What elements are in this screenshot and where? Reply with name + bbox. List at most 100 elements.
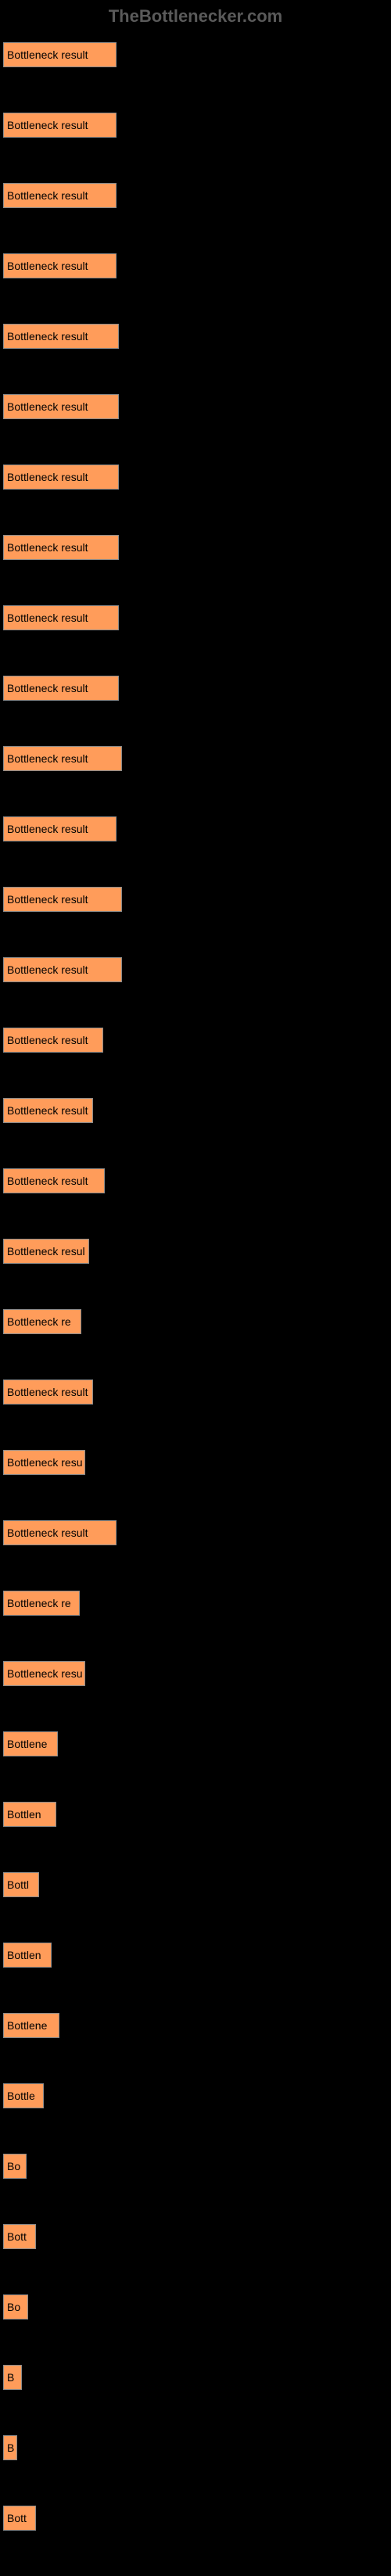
bar-row: Bottleneck result xyxy=(3,1168,388,1193)
bar-label: Bottleneck result xyxy=(7,541,88,554)
bar: Bottleneck result xyxy=(3,1168,105,1193)
bar-label: Bottlene xyxy=(7,1738,47,1750)
bar-label: Bottleneck result xyxy=(7,48,88,61)
bar: Bottleneck result xyxy=(3,42,117,67)
bar-row: Bottleneck result xyxy=(3,1520,388,1545)
bar-row: Bottleneck result xyxy=(3,605,388,630)
bar: Bottleneck result xyxy=(3,887,122,912)
bar: Bottle xyxy=(3,2083,44,2108)
bar-row: Bottle xyxy=(3,2083,388,2108)
bar-label: Bottleneck result xyxy=(7,963,88,976)
bar-row: Bottleneck result xyxy=(3,183,388,208)
bar: Bottleneck result xyxy=(3,605,119,630)
bar-row: Bottleneck result xyxy=(3,957,388,982)
bar-row: Bottleneck re xyxy=(3,1591,388,1616)
bar: Bottleneck result xyxy=(3,1379,93,1405)
bar: Bottleneck resul xyxy=(3,1239,89,1264)
bar-row: Bottlen xyxy=(3,1802,388,1827)
bar-row: Bottleneck result xyxy=(3,535,388,560)
watermark-text: TheBottlenecker.com xyxy=(0,0,391,42)
bar-row: B xyxy=(3,2365,388,2390)
bar: Bottleneck result xyxy=(3,253,117,278)
bar-row: Bottleneck re xyxy=(3,1309,388,1334)
bar: Bottleneck result xyxy=(3,816,117,841)
bar-label: Bottleneck result xyxy=(7,1386,88,1398)
bar: Bottleneck re xyxy=(3,1591,80,1616)
bar-row: Bottleneck result xyxy=(3,1379,388,1405)
bar: Bottleneck resu xyxy=(3,1450,85,1475)
bar: Bottleneck result xyxy=(3,676,119,701)
bar-label: Bottleneck result xyxy=(7,400,88,413)
bar-label: Bottlene xyxy=(7,2019,47,2032)
bar-label: Bottleneck result xyxy=(7,260,88,272)
bar-row: Bottleneck result xyxy=(3,42,388,67)
bar-label: Bottle xyxy=(7,2090,35,2102)
bar: Bottleneck re xyxy=(3,1309,81,1334)
bar: B xyxy=(3,2435,17,2460)
bar: Bottl xyxy=(3,1872,39,1897)
bar-label: Bottl xyxy=(7,1878,29,1891)
bar-label: Bottleneck result xyxy=(7,682,88,694)
bar-row: Bott xyxy=(3,2506,388,2531)
bar-label: Bottleneck resu xyxy=(7,1667,83,1680)
bar: Bottlen xyxy=(3,1943,52,1968)
bar: Bottleneck result xyxy=(3,1028,103,1053)
bar: Bottleneck result xyxy=(3,465,119,490)
bar-label: Bottleneck result xyxy=(7,893,88,906)
bar: Bottleneck result xyxy=(3,183,117,208)
bar-label: Bottleneck result xyxy=(7,330,88,343)
bar-row: Bottleneck resul xyxy=(3,1239,388,1264)
bar-label: Bottleneck resu xyxy=(7,1456,83,1469)
bar: Bottleneck resu xyxy=(3,1661,85,1686)
bar-chart: Bottleneck result Bottleneck result Bottle… xyxy=(0,42,391,2531)
bar-label: B xyxy=(7,2371,14,2384)
bar-row: Bottleneck result xyxy=(3,816,388,841)
bar-label: Bott xyxy=(7,2512,27,2524)
bar-row: Bottleneck result xyxy=(3,676,388,701)
bar-row: Bottleneck result xyxy=(3,1098,388,1123)
bar-row: Bo xyxy=(3,2154,388,2179)
bar-row: Bottlen xyxy=(3,1943,388,1968)
bar-label: B xyxy=(7,2441,14,2454)
bar-label: Bo xyxy=(7,2301,20,2313)
bar-row: Bottleneck result xyxy=(3,324,388,349)
bar-row: Bottleneck resu xyxy=(3,1661,388,1686)
bar: Bottleneck result xyxy=(3,746,122,771)
bar-label: Bottleneck result xyxy=(7,471,88,483)
bar: Bottleneck result xyxy=(3,113,117,138)
bar: B xyxy=(3,2365,22,2390)
bar-row: Bottleneck result xyxy=(3,465,388,490)
bar-label: Bottleneck result xyxy=(7,823,88,835)
bar-label: Bottleneck resul xyxy=(7,1245,85,1258)
bar-label: Bottleneck result xyxy=(7,1527,88,1539)
bar-label: Bottleneck re xyxy=(7,1315,71,1328)
bar: Bott xyxy=(3,2224,36,2249)
bar: Bottleneck result xyxy=(3,394,119,419)
bar-label: Bo xyxy=(7,2160,20,2172)
bar-label: Bottleneck result xyxy=(7,612,88,624)
bar-label: Bott xyxy=(7,2230,27,2243)
bar: Bott xyxy=(3,2506,36,2531)
bar: Bottleneck result xyxy=(3,535,119,560)
bar-label: Bottleneck result xyxy=(7,1175,88,1187)
bar-row: Bottleneck result xyxy=(3,253,388,278)
bar: Bo xyxy=(3,2294,28,2319)
bar-label: Bottleneck result xyxy=(7,1034,88,1046)
bar: Bottleneck result xyxy=(3,1520,117,1545)
bar-row: Bottleneck result xyxy=(3,1028,388,1053)
bar-row: Bottleneck result xyxy=(3,887,388,912)
bar: Bo xyxy=(3,2154,27,2179)
bar-label: Bottleneck result xyxy=(7,752,88,765)
bar-row: Bo xyxy=(3,2294,388,2319)
bar-label: Bottlen xyxy=(7,1949,41,1961)
bar-row: Bottleneck result xyxy=(3,746,388,771)
bar: Bottlene xyxy=(3,2013,59,2038)
bar: Bottleneck result xyxy=(3,1098,93,1123)
bar-row: B xyxy=(3,2435,388,2460)
bar-row: Bottl xyxy=(3,1872,388,1897)
bar-row: Bottleneck result xyxy=(3,113,388,138)
bar: Bottleneck result xyxy=(3,957,122,982)
bar: Bottlen xyxy=(3,1802,56,1827)
bar-label: Bottleneck result xyxy=(7,1104,88,1117)
bar-row: Bottleneck resu xyxy=(3,1450,388,1475)
